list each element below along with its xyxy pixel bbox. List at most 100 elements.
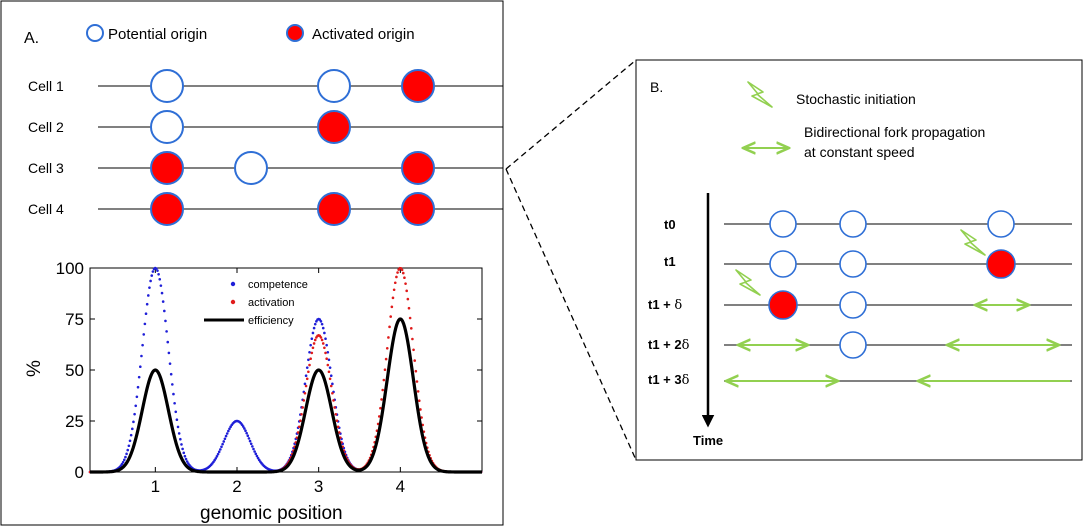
cell-rows: Cell 1 Cell 2 Cell 3 Cell 4 bbox=[28, 69, 503, 226]
point-activation bbox=[411, 337, 414, 341]
point-competence bbox=[174, 410, 178, 414]
point-competence bbox=[132, 420, 135, 424]
potential-origin-legend-icon bbox=[86, 24, 104, 42]
point-activation bbox=[406, 297, 410, 301]
point-competence bbox=[184, 457, 188, 461]
point-activation bbox=[404, 282, 407, 285]
point-activation bbox=[395, 275, 398, 279]
point-competence bbox=[133, 412, 136, 416]
point-competence bbox=[221, 442, 224, 446]
point-competence bbox=[252, 447, 255, 451]
point-competence bbox=[126, 448, 130, 452]
point-competence bbox=[256, 456, 260, 460]
point-competence bbox=[160, 291, 164, 295]
point-activation bbox=[382, 378, 386, 382]
point-competence bbox=[248, 439, 252, 443]
y-axis-label: % bbox=[24, 360, 45, 377]
point-competence bbox=[220, 445, 223, 449]
chart-series bbox=[88, 266, 483, 474]
y-tick-label: 50 bbox=[65, 361, 84, 380]
point-competence bbox=[225, 432, 229, 435]
point-activation bbox=[393, 281, 397, 285]
lightning-icon bbox=[747, 81, 773, 108]
point-activation bbox=[389, 315, 393, 318]
point-competence bbox=[245, 431, 248, 435]
panel-b-label: B. bbox=[650, 79, 663, 95]
point-activation bbox=[380, 398, 383, 401]
x-tick-label: 4 bbox=[396, 477, 405, 496]
series-efficiency bbox=[90, 317, 482, 474]
point-activation bbox=[301, 406, 304, 409]
activation-chart: 0 25 50 75 100 1 2 3 4 genomic position % compe… bbox=[24, 259, 483, 524]
point-competence bbox=[324, 337, 327, 341]
point-activation bbox=[388, 325, 391, 329]
point-competence bbox=[325, 343, 328, 347]
point-activation bbox=[312, 342, 316, 345]
point-competence bbox=[137, 375, 141, 379]
point-competence bbox=[305, 366, 309, 369]
point-activation bbox=[321, 342, 325, 345]
x-tick-label: 1 bbox=[151, 477, 160, 496]
point-competence bbox=[134, 404, 138, 408]
series-line-efficiency bbox=[90, 317, 482, 474]
point-competence bbox=[329, 374, 333, 378]
point-competence bbox=[141, 343, 144, 347]
point-activation bbox=[408, 316, 412, 320]
row-label-t1-delta: t1 + δ bbox=[648, 297, 682, 313]
zoom-connector-bottom bbox=[505, 168, 637, 461]
point-competence bbox=[167, 351, 171, 355]
point-activation bbox=[392, 288, 396, 292]
point-competence bbox=[185, 460, 189, 463]
point-competence bbox=[182, 451, 186, 455]
point-competence bbox=[129, 433, 133, 437]
point-competence bbox=[156, 269, 159, 272]
point-activation bbox=[296, 431, 300, 434]
point-competence bbox=[247, 437, 251, 440]
point-competence bbox=[304, 374, 308, 378]
activated-origin bbox=[401, 151, 435, 185]
point-activation bbox=[412, 348, 415, 352]
point-competence bbox=[223, 437, 227, 441]
point-activation bbox=[384, 357, 388, 361]
panel-b-frame bbox=[635, 59, 1083, 461]
point-competence bbox=[144, 312, 148, 316]
activated-origin bbox=[768, 290, 798, 320]
point-competence bbox=[224, 434, 228, 438]
point-competence bbox=[125, 452, 128, 456]
point-competence bbox=[303, 382, 307, 386]
panel-b: B. Stochastic initiation Bidirectional f… bbox=[635, 59, 1083, 461]
point-activation bbox=[401, 271, 405, 275]
cell-row: Cell 1 bbox=[28, 69, 503, 103]
point-activation bbox=[332, 399, 335, 402]
point-competence bbox=[173, 401, 176, 405]
point-activation bbox=[329, 384, 333, 388]
point-activation bbox=[304, 384, 308, 388]
point-competence bbox=[165, 330, 168, 333]
point-competence bbox=[147, 294, 150, 297]
point-activation bbox=[377, 415, 381, 418]
point-competence bbox=[313, 322, 317, 326]
activated-origin-legend-icon bbox=[286, 24, 304, 42]
panel-a-frame bbox=[0, 0, 504, 526]
potential-origin bbox=[839, 291, 867, 319]
point-competence bbox=[307, 358, 310, 362]
point-activation bbox=[391, 296, 395, 300]
potential-origin bbox=[839, 210, 867, 238]
legend-competence: competence bbox=[248, 279, 308, 291]
potential-origin bbox=[839, 250, 867, 278]
point-competence bbox=[131, 427, 134, 431]
cell-label: Cell 4 bbox=[28, 201, 64, 217]
y-ticks: 0 25 50 75 100 bbox=[56, 259, 482, 482]
lightning-icon bbox=[735, 269, 761, 296]
point-activation bbox=[400, 268, 404, 272]
point-competence bbox=[311, 331, 315, 335]
row-label-t0: t0 bbox=[664, 217, 676, 232]
y-tick-label: 0 bbox=[75, 463, 84, 482]
x-tick-label: 3 bbox=[314, 477, 323, 496]
row-label-t1-2delta: t1 + 2δ bbox=[648, 337, 690, 353]
point-activation bbox=[390, 305, 394, 309]
point-activation bbox=[323, 346, 326, 350]
x-ticks: 1 2 3 4 bbox=[151, 268, 405, 496]
point-competence bbox=[139, 365, 142, 368]
